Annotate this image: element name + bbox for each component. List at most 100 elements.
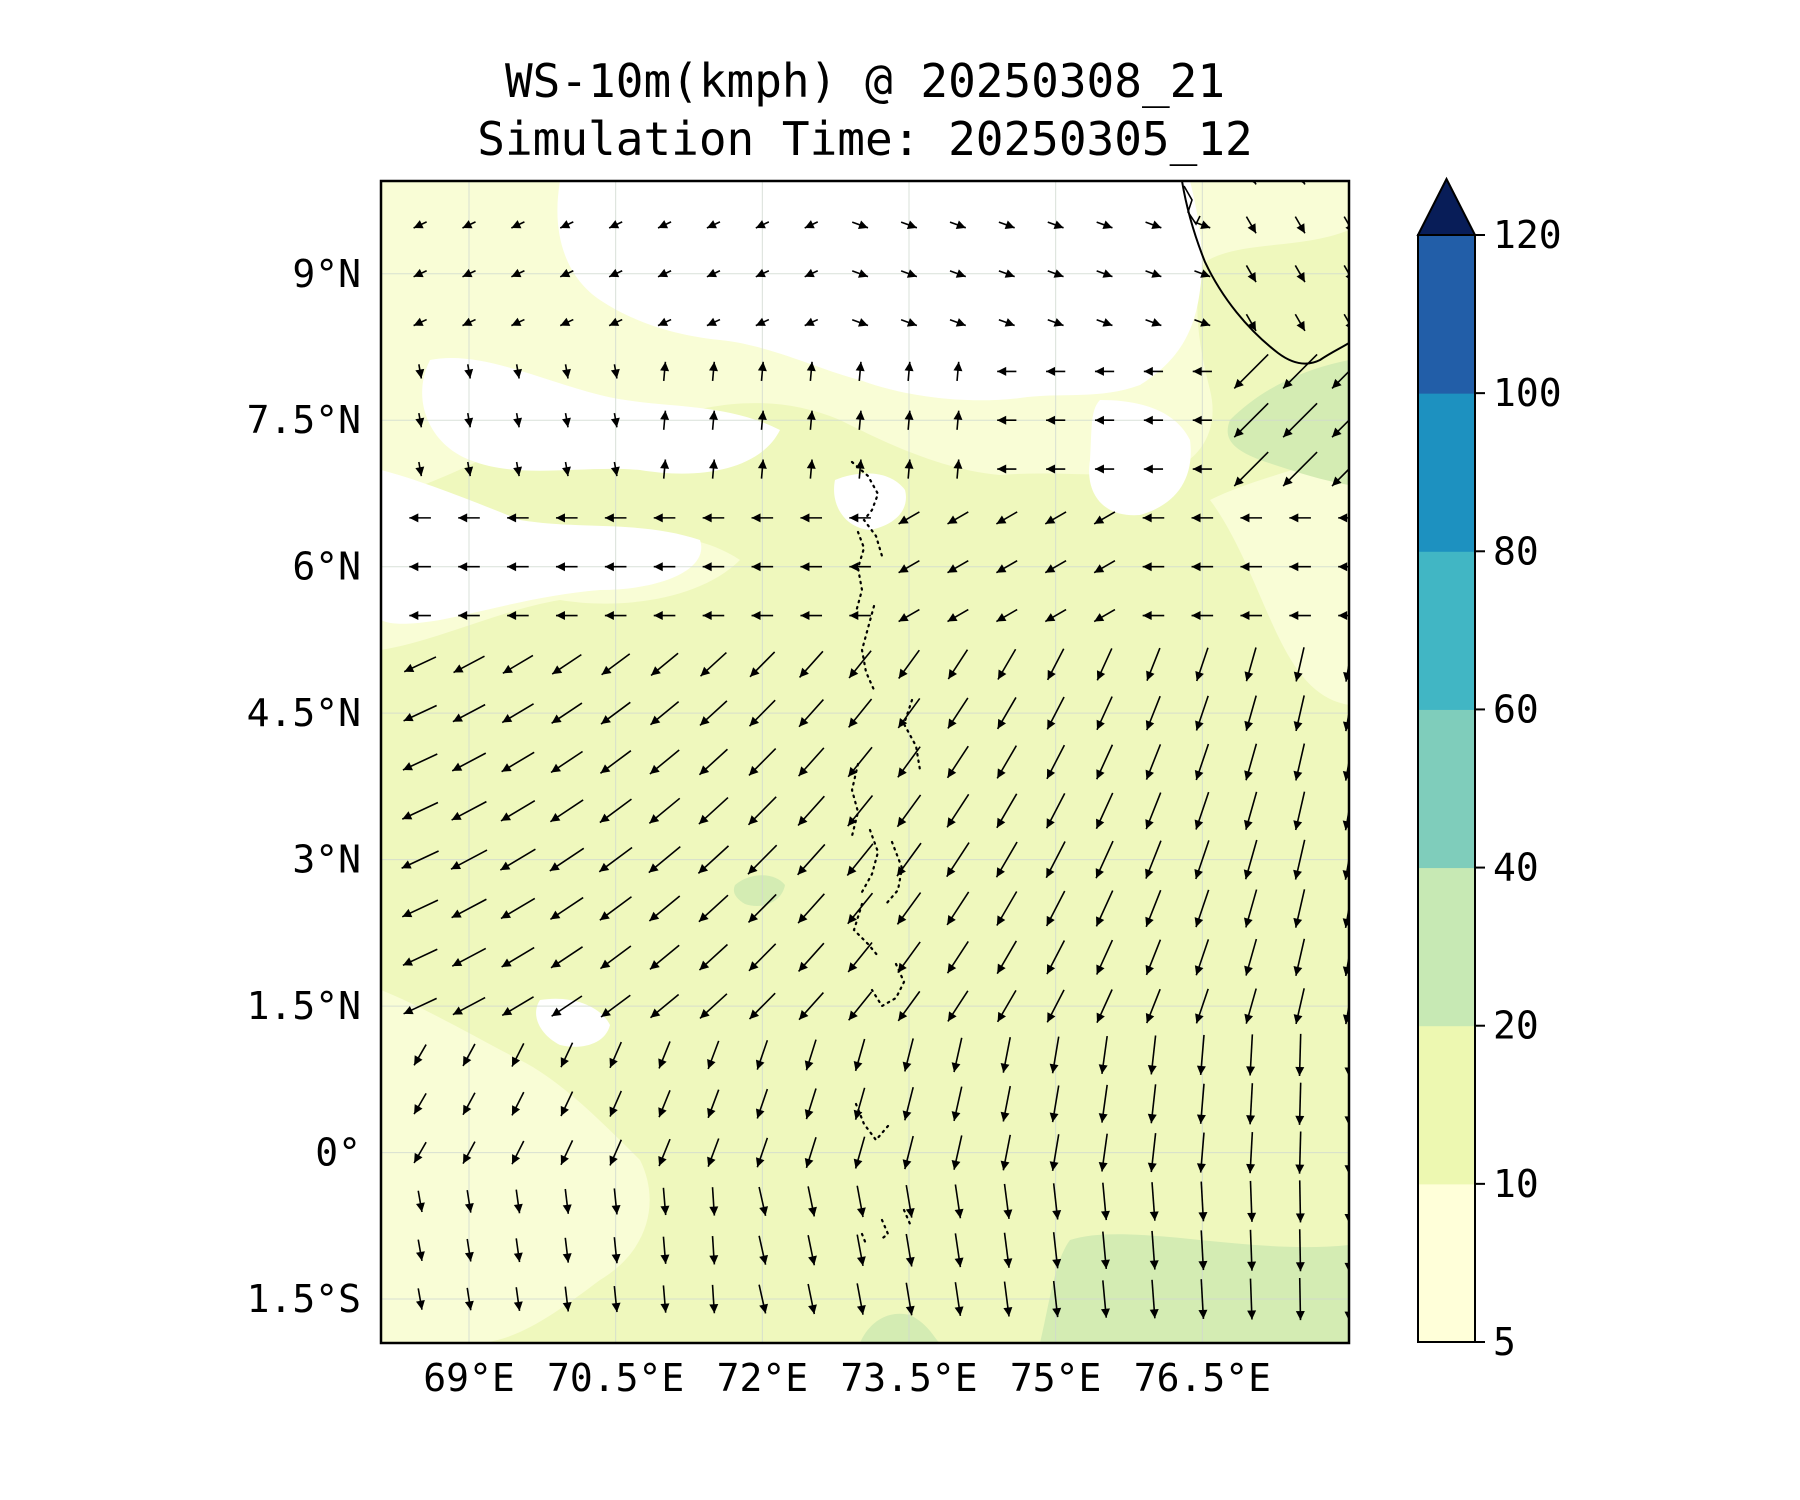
wind-vector [949,269,967,278]
wind-vector [609,1139,623,1166]
wind-vector [797,843,826,876]
wind-vector [804,220,819,229]
wind-vector [599,896,632,921]
colorbar-tick-label: 80 [1493,529,1539,573]
wind-vector [1147,1035,1157,1075]
y-tick-label: 1.5°S [247,1277,361,1321]
wind-vector [804,1039,817,1071]
wind-vector [1147,1084,1157,1124]
field-zone-below-5-center [834,473,906,530]
wind-vector [1194,743,1210,781]
wind-vector [1096,269,1113,278]
wind-vector [707,1040,720,1070]
wind-vector [1245,265,1257,283]
wind-vector [853,1038,866,1072]
wind-vector [757,459,767,479]
wind-vector [1233,353,1269,389]
wind-vector [1052,1232,1062,1269]
wind-vector [848,698,873,728]
wind-vector [1331,467,1349,487]
wind-vector [415,1239,425,1262]
wind-vector [1342,806,1349,831]
wind-vector [706,268,721,278]
wind-vector [995,560,1018,574]
wind-vector [458,611,480,621]
wind-vector [653,513,676,523]
wind-vector [599,750,632,774]
colorbar-tick-label: 20 [1493,1004,1539,1048]
wind-vector [1240,513,1263,523]
colorbar-segment [1418,709,1475,869]
wind-vector [901,172,917,180]
wind-vector [1247,1180,1257,1222]
wind-vector [953,361,963,382]
wind-vector [649,749,680,775]
wind-vector [698,748,728,776]
wind-vector [847,892,874,925]
wind-vector [897,746,921,778]
wind-vector [998,318,1015,327]
wind-vector [755,1039,769,1070]
wind-vector [798,650,824,678]
wind-vector [1191,562,1214,572]
wind-vector [458,562,480,572]
wind-vector [847,942,873,973]
wind-vector [856,1185,866,1218]
wind-vector [611,1285,621,1313]
wind-vector [1342,903,1349,928]
x-tick-label: 69°E [423,1356,515,1400]
wind-vector [513,364,523,379]
wind-vector [851,220,869,229]
field-zone-below-5-north [557,181,1202,401]
wind-vector [501,996,534,1017]
wind-vector [1145,744,1162,780]
wind-vector [1145,318,1162,327]
wind-vector [657,220,672,229]
colorbar-tick-label: 5 [1493,1320,1516,1364]
wind-vector [706,317,721,327]
colorbar-extend-arrow [1416,176,1477,236]
wind-vector [1049,1134,1060,1172]
wind-vector [451,898,487,919]
x-tick-label: 76.5°E [1134,1356,1271,1400]
wind-vector [709,1284,719,1314]
wind-vector [1194,220,1211,229]
wind-vector [855,459,865,479]
wind-vector [1342,757,1349,781]
wind-vector [1293,988,1305,1025]
wind-vector [757,361,767,382]
wind-vector [1145,988,1161,1024]
wind-vector [464,461,474,477]
wind-vector [855,361,865,382]
wind-vector [755,1088,769,1119]
wind-vector [1147,1133,1157,1173]
y-tick-label: 0° [315,1131,361,1175]
wind-vector [699,700,728,727]
colorbar-tick-label: 10 [1493,1162,1539,1206]
wind-vector [748,943,777,972]
wind-vector [1194,791,1210,830]
wind-vector [1342,855,1349,880]
wind-vector [1338,513,1349,523]
x-tick-label: 75°E [1010,1356,1102,1400]
wind-vector [1282,402,1318,438]
colorbar-segment [1418,235,1475,394]
wind-vector [1146,172,1162,180]
wind-vector [650,652,679,677]
map-panel [381,172,1349,1343]
wind-vector [996,745,1018,779]
wind-vector [660,410,670,430]
wind-vector [555,562,578,572]
wind-vector [702,513,725,523]
wind-vector [904,361,914,382]
wind-vector [947,697,969,729]
wind-vector [464,1190,474,1213]
y-axis: 9°N 7.5°N 6°N 4.5°N 3°N 1.5°N 0° 1.5°S [247,252,361,1321]
wind-vector [413,268,427,278]
wind-vector [1246,1083,1256,1125]
wind-vector [896,794,922,828]
wind-vector [1149,1230,1159,1270]
wind-vector [415,1288,425,1310]
y-tick-label: 7.5°N [247,398,361,442]
colorbar-tick-label: 100 [1493,371,1562,415]
